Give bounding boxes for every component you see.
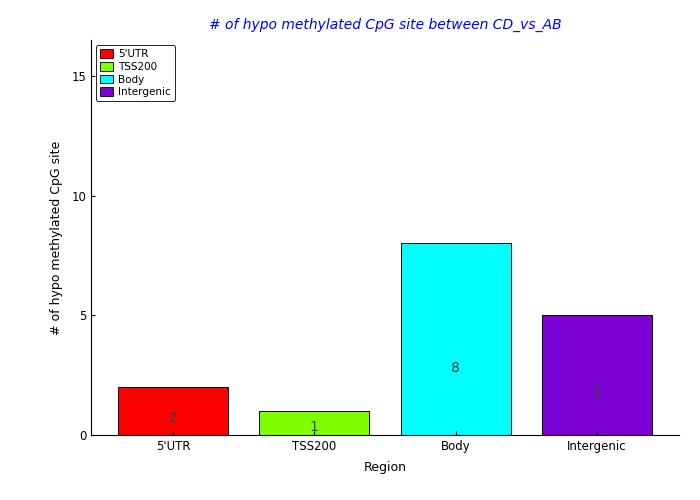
Bar bbox=[259, 411, 370, 435]
Y-axis label: # of hypo methylated CpG site: # of hypo methylated CpG site bbox=[50, 140, 63, 334]
Text: 8: 8 bbox=[452, 361, 460, 375]
Legend: 5'UTR, TSS200, Body, Intergenic: 5'UTR, TSS200, Body, Intergenic bbox=[96, 45, 175, 102]
Text: 1: 1 bbox=[310, 420, 319, 434]
Text: 2: 2 bbox=[169, 411, 177, 425]
Bar bbox=[400, 244, 511, 435]
Title: # of hypo methylated CpG site between CD_vs_AB: # of hypo methylated CpG site between CD… bbox=[209, 18, 561, 32]
Text: 5: 5 bbox=[593, 386, 601, 400]
Bar bbox=[542, 316, 652, 435]
X-axis label: Region: Region bbox=[363, 461, 407, 474]
Bar bbox=[118, 387, 228, 435]
